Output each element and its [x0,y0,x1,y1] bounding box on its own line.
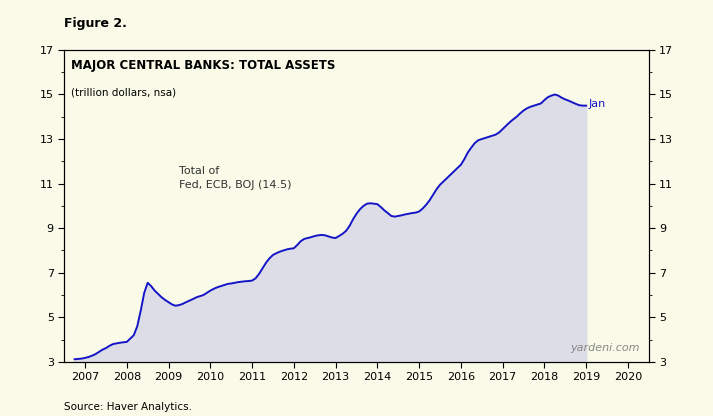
Text: yardeni.com: yardeni.com [570,342,640,353]
Text: Source: Haver Analytics.: Source: Haver Analytics. [64,402,193,412]
Text: MAJOR CENTRAL BANKS: TOTAL ASSETS: MAJOR CENTRAL BANKS: TOTAL ASSETS [71,59,336,72]
Text: (trillion dollars, nsa): (trillion dollars, nsa) [71,87,176,97]
Text: Total of
Fed, ECB, BOJ (14.5): Total of Fed, ECB, BOJ (14.5) [179,166,292,190]
Text: Figure 2.: Figure 2. [64,17,127,30]
Text: Jan: Jan [588,99,605,109]
